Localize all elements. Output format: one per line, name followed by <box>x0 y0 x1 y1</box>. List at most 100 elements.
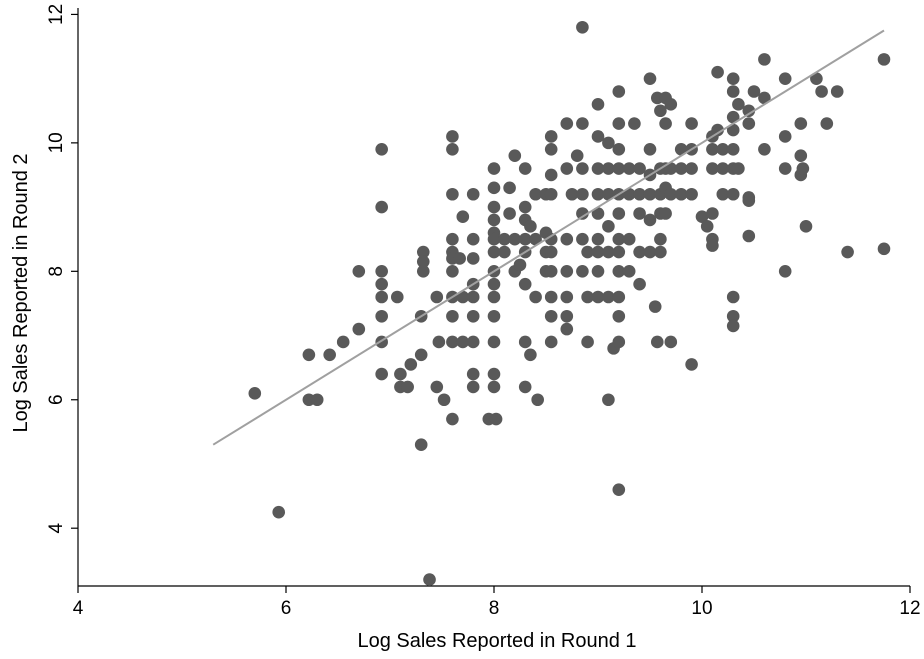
data-point <box>565 187 579 201</box>
data-point <box>518 335 532 349</box>
data-point <box>518 200 532 214</box>
data-point <box>375 142 388 156</box>
data-point <box>508 232 522 246</box>
data-point <box>336 335 350 349</box>
data-point <box>711 123 724 137</box>
data-point <box>643 245 657 259</box>
data-point <box>560 265 574 278</box>
data-point <box>758 91 771 105</box>
data-point <box>390 290 404 304</box>
data-point <box>518 277 532 291</box>
data-point <box>622 232 636 246</box>
data-point <box>394 367 407 381</box>
data-point <box>742 229 756 243</box>
data-point <box>375 290 388 304</box>
data-point <box>591 245 605 259</box>
data-point <box>659 117 672 130</box>
data-point <box>633 162 646 175</box>
data-point <box>544 309 558 323</box>
data-point <box>487 335 501 349</box>
data-point <box>513 258 527 272</box>
data-point <box>489 412 503 426</box>
data-point <box>272 505 286 519</box>
data-point <box>612 142 626 156</box>
data-point <box>456 210 470 224</box>
data-point <box>700 220 714 233</box>
data-point <box>581 245 594 259</box>
data-point <box>612 483 626 496</box>
data-point <box>643 187 657 201</box>
data-point <box>602 290 615 304</box>
data-point <box>248 387 262 400</box>
data-point <box>487 290 501 304</box>
data-point <box>799 220 813 233</box>
data-point <box>716 187 730 201</box>
data-point <box>531 393 544 407</box>
data-point <box>352 322 366 336</box>
data-point <box>323 348 336 362</box>
data-point <box>633 277 646 291</box>
data-point <box>576 187 589 201</box>
data-point <box>466 232 480 246</box>
data-point <box>706 207 719 220</box>
data-point <box>432 335 446 349</box>
data-point <box>612 117 626 130</box>
data-point <box>794 117 808 130</box>
data-point <box>529 232 542 246</box>
data-point <box>778 72 792 85</box>
data-point <box>742 104 756 118</box>
data-point <box>446 142 459 156</box>
data-point <box>726 72 740 85</box>
data-point <box>437 393 451 407</box>
data-point <box>758 142 771 156</box>
data-point <box>778 265 792 278</box>
data-point <box>612 335 626 349</box>
data-point <box>560 117 574 130</box>
y-axis-title: Log Sales Reported in Round 2 <box>10 153 32 432</box>
data-point <box>560 162 574 175</box>
data-point <box>456 335 470 349</box>
data-point <box>685 358 698 371</box>
data-point <box>487 162 501 175</box>
data-point <box>518 380 532 394</box>
data-point <box>404 358 418 371</box>
data-point <box>742 194 756 207</box>
data-point <box>466 335 480 349</box>
data-point <box>732 98 745 111</box>
data-point <box>544 130 558 143</box>
x-axis-title: Log Sales Reported in Round 1 <box>357 630 636 652</box>
data-point <box>524 220 537 233</box>
data-point <box>581 335 594 349</box>
data-point <box>466 252 480 265</box>
data-point <box>602 187 615 201</box>
data-point <box>591 207 605 220</box>
data-point <box>375 200 388 214</box>
data-point <box>796 162 810 175</box>
data-point <box>654 245 667 259</box>
data-point <box>648 300 662 313</box>
data-point <box>498 245 511 259</box>
data-point <box>503 181 516 195</box>
data-point <box>446 309 459 323</box>
data-point <box>716 162 730 175</box>
data-point <box>726 290 740 304</box>
x-tick-label: 10 <box>691 598 712 619</box>
data-point <box>524 348 537 362</box>
data-point <box>466 290 480 304</box>
data-point <box>487 245 501 259</box>
data-point <box>602 162 615 175</box>
axes: 4 6 8 10 12 4 6 8 10 12 <box>46 4 921 619</box>
data-point <box>591 265 605 278</box>
data-point <box>841 245 854 259</box>
data-point <box>650 335 664 349</box>
data-point <box>726 187 740 201</box>
data-point <box>544 187 558 201</box>
data-point <box>602 245 615 259</box>
data-point <box>742 117 756 130</box>
data-point <box>414 438 428 452</box>
data-point <box>570 149 584 163</box>
data-point <box>732 162 745 175</box>
x-tick-label: 4 <box>73 598 84 619</box>
data-point <box>664 187 678 201</box>
